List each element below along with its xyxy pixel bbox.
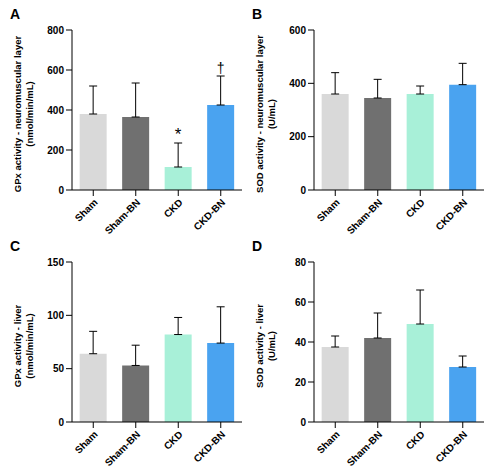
svg-text:100: 100 [47,310,64,321]
svg-text:Sham-BN: Sham-BN [103,197,143,237]
svg-text:Sham: Sham [73,197,100,224]
svg-text:†: † [217,60,225,76]
svg-text:CKD-BN: CKD-BN [192,197,228,233]
svg-text:CKD: CKD [162,429,185,452]
svg-text:(U/mL): (U/mL) [266,99,277,129]
html-text:B: B [252,6,263,22]
svg-text:400: 400 [289,78,306,89]
svg-text:CKD: CKD [162,197,185,220]
svg-text:GPx activity - neuromuscular l: GPx activity - neuromuscular layer [12,36,23,193]
svg-text:(nmol/min/mL): (nmol/min/mL) [24,81,35,146]
svg-text:Sham: Sham [73,429,100,456]
svg-text:40: 40 [295,337,307,348]
html-text:A: A [10,6,21,22]
svg-text:600: 600 [47,65,64,76]
svg-text:Sham-BN: Sham-BN [345,429,385,469]
svg-text:GPx activity - liver: GPx activity - liver [12,305,23,388]
svg-text:60: 60 [295,297,307,308]
svg-text:400: 400 [47,105,64,116]
svg-text:(U/mL): (U/mL) [266,331,277,361]
html-text:D: D [252,238,263,254]
svg-text:0: 0 [58,185,64,196]
svg-text:50: 50 [53,363,65,374]
svg-text:20: 20 [295,377,307,388]
svg-text:CKD-BN: CKD-BN [192,429,228,465]
svg-text:200: 200 [47,145,64,156]
svg-text:CKD: CKD [404,429,427,452]
html-text:C: C [10,238,21,254]
svg-text:CKD-BN: CKD-BN [434,197,470,233]
svg-text:*: * [175,125,182,144]
svg-text:Sham: Sham [315,197,342,224]
svg-text:150: 150 [47,257,64,268]
svg-text:Sham-BN: Sham-BN [103,429,143,469]
svg-text:800: 800 [47,25,64,36]
svg-text:0: 0 [300,185,306,196]
svg-text:0: 0 [300,417,306,428]
svg-text:CKD-BN: CKD-BN [434,429,470,465]
svg-text:0: 0 [58,417,64,428]
svg-text:600: 600 [289,25,306,36]
svg-text:(nmol/min/mL): (nmol/min/mL) [24,313,35,378]
svg-text:SOD activity - neuromuscular l: SOD activity - neuromuscular layer [254,35,265,193]
svg-text:CKD: CKD [404,197,427,220]
svg-text:200: 200 [289,131,306,142]
svg-text:80: 80 [295,257,307,268]
svg-text:SOD activity - liver: SOD activity - liver [254,304,265,388]
svg-text:Sham: Sham [315,429,342,456]
svg-text:Sham-BN: Sham-BN [345,197,385,237]
